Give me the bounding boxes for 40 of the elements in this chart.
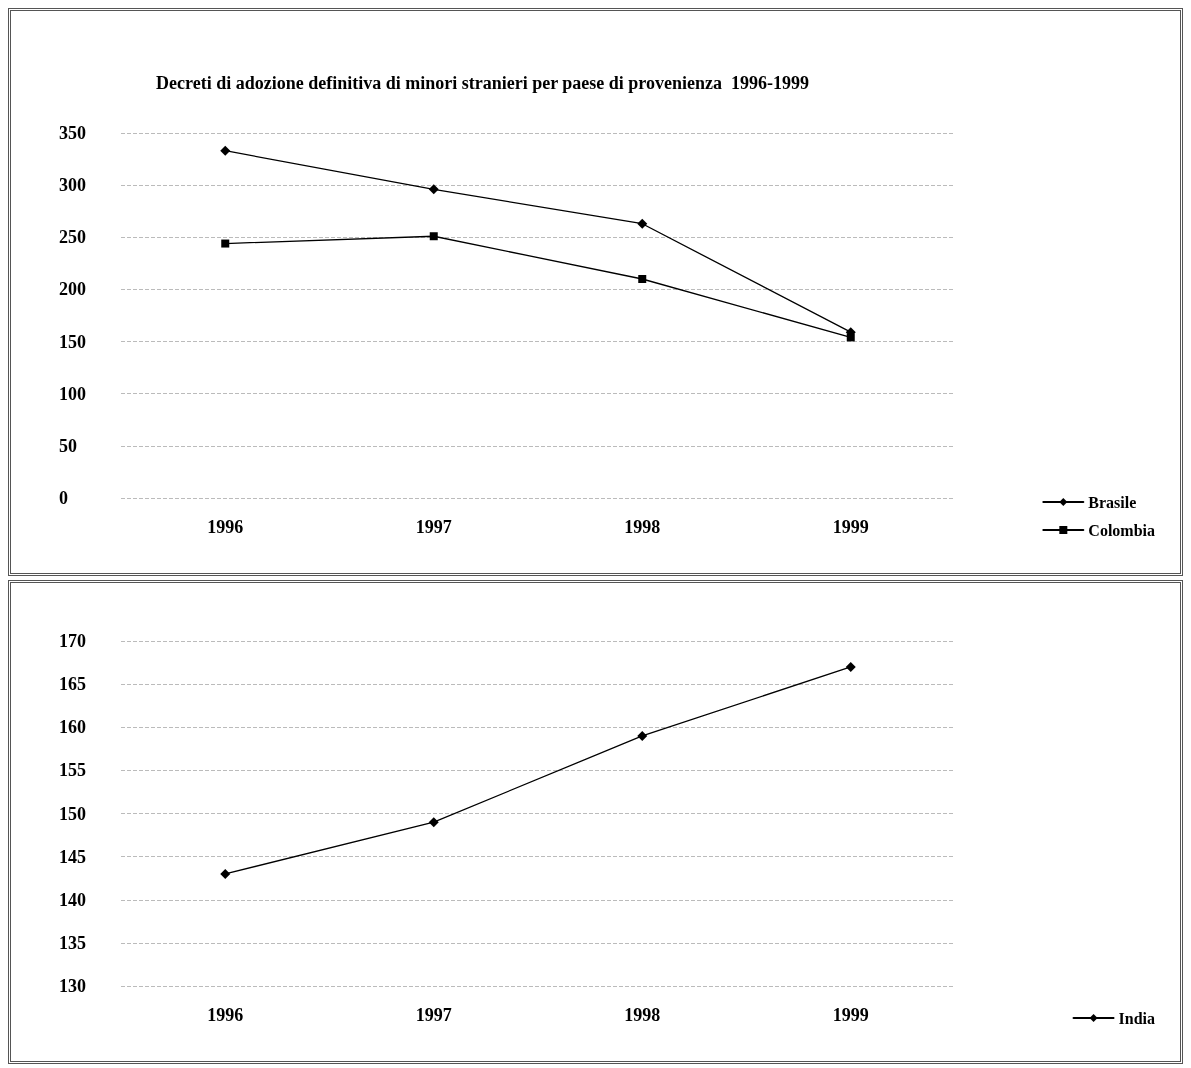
point <box>638 275 647 283</box>
x-tick-label: 1999 <box>832 1005 869 1025</box>
y-tick-label: 150 <box>59 331 86 352</box>
y-tick-label: 170 <box>59 631 86 651</box>
x-tick-label: 1998 <box>624 1005 661 1025</box>
x-tick-label: 1998 <box>624 517 661 537</box>
y-tick-label: 350 <box>59 123 86 143</box>
y-tick-label: 0 <box>59 488 68 508</box>
y-tick-label: 165 <box>59 674 86 695</box>
y-tick-label: 250 <box>59 227 86 248</box>
point <box>637 730 648 741</box>
y-tick-label: 135 <box>59 932 86 953</box>
point <box>221 239 230 248</box>
legend-label: Colombia <box>1088 521 1155 539</box>
point <box>845 661 856 672</box>
y-tick-label: 100 <box>59 383 86 404</box>
point <box>220 145 231 156</box>
x-tick-label: 1996 <box>207 517 244 537</box>
x-tick-label: 1999 <box>832 517 869 537</box>
y-tick-label: 145 <box>59 846 86 867</box>
point <box>428 184 439 195</box>
legend-label: India <box>1118 1009 1155 1027</box>
chart-title: Decreti di adozione definitiva di minori stranieri per paese di provenienza 1996-1999 <box>156 73 809 93</box>
y-tick-label: 155 <box>59 760 86 781</box>
point <box>428 817 439 828</box>
x-tick-label: 1997 <box>415 517 452 537</box>
x-tick-label: 1996 <box>207 1005 244 1025</box>
point <box>220 868 231 879</box>
y-tick-label: 130 <box>59 976 86 996</box>
y-tick-label: 50 <box>59 435 77 456</box>
y-tick-label: 300 <box>59 175 86 196</box>
point <box>637 218 648 229</box>
y-tick-label: 200 <box>59 279 86 300</box>
y-tick-label: 150 <box>59 803 86 824</box>
point <box>429 232 438 241</box>
legend-label: Brasile <box>1088 493 1137 511</box>
y-tick-label: 140 <box>59 889 86 910</box>
point <box>846 333 855 342</box>
x-tick-label: 1997 <box>415 1005 452 1025</box>
y-tick-label: 160 <box>59 717 86 738</box>
